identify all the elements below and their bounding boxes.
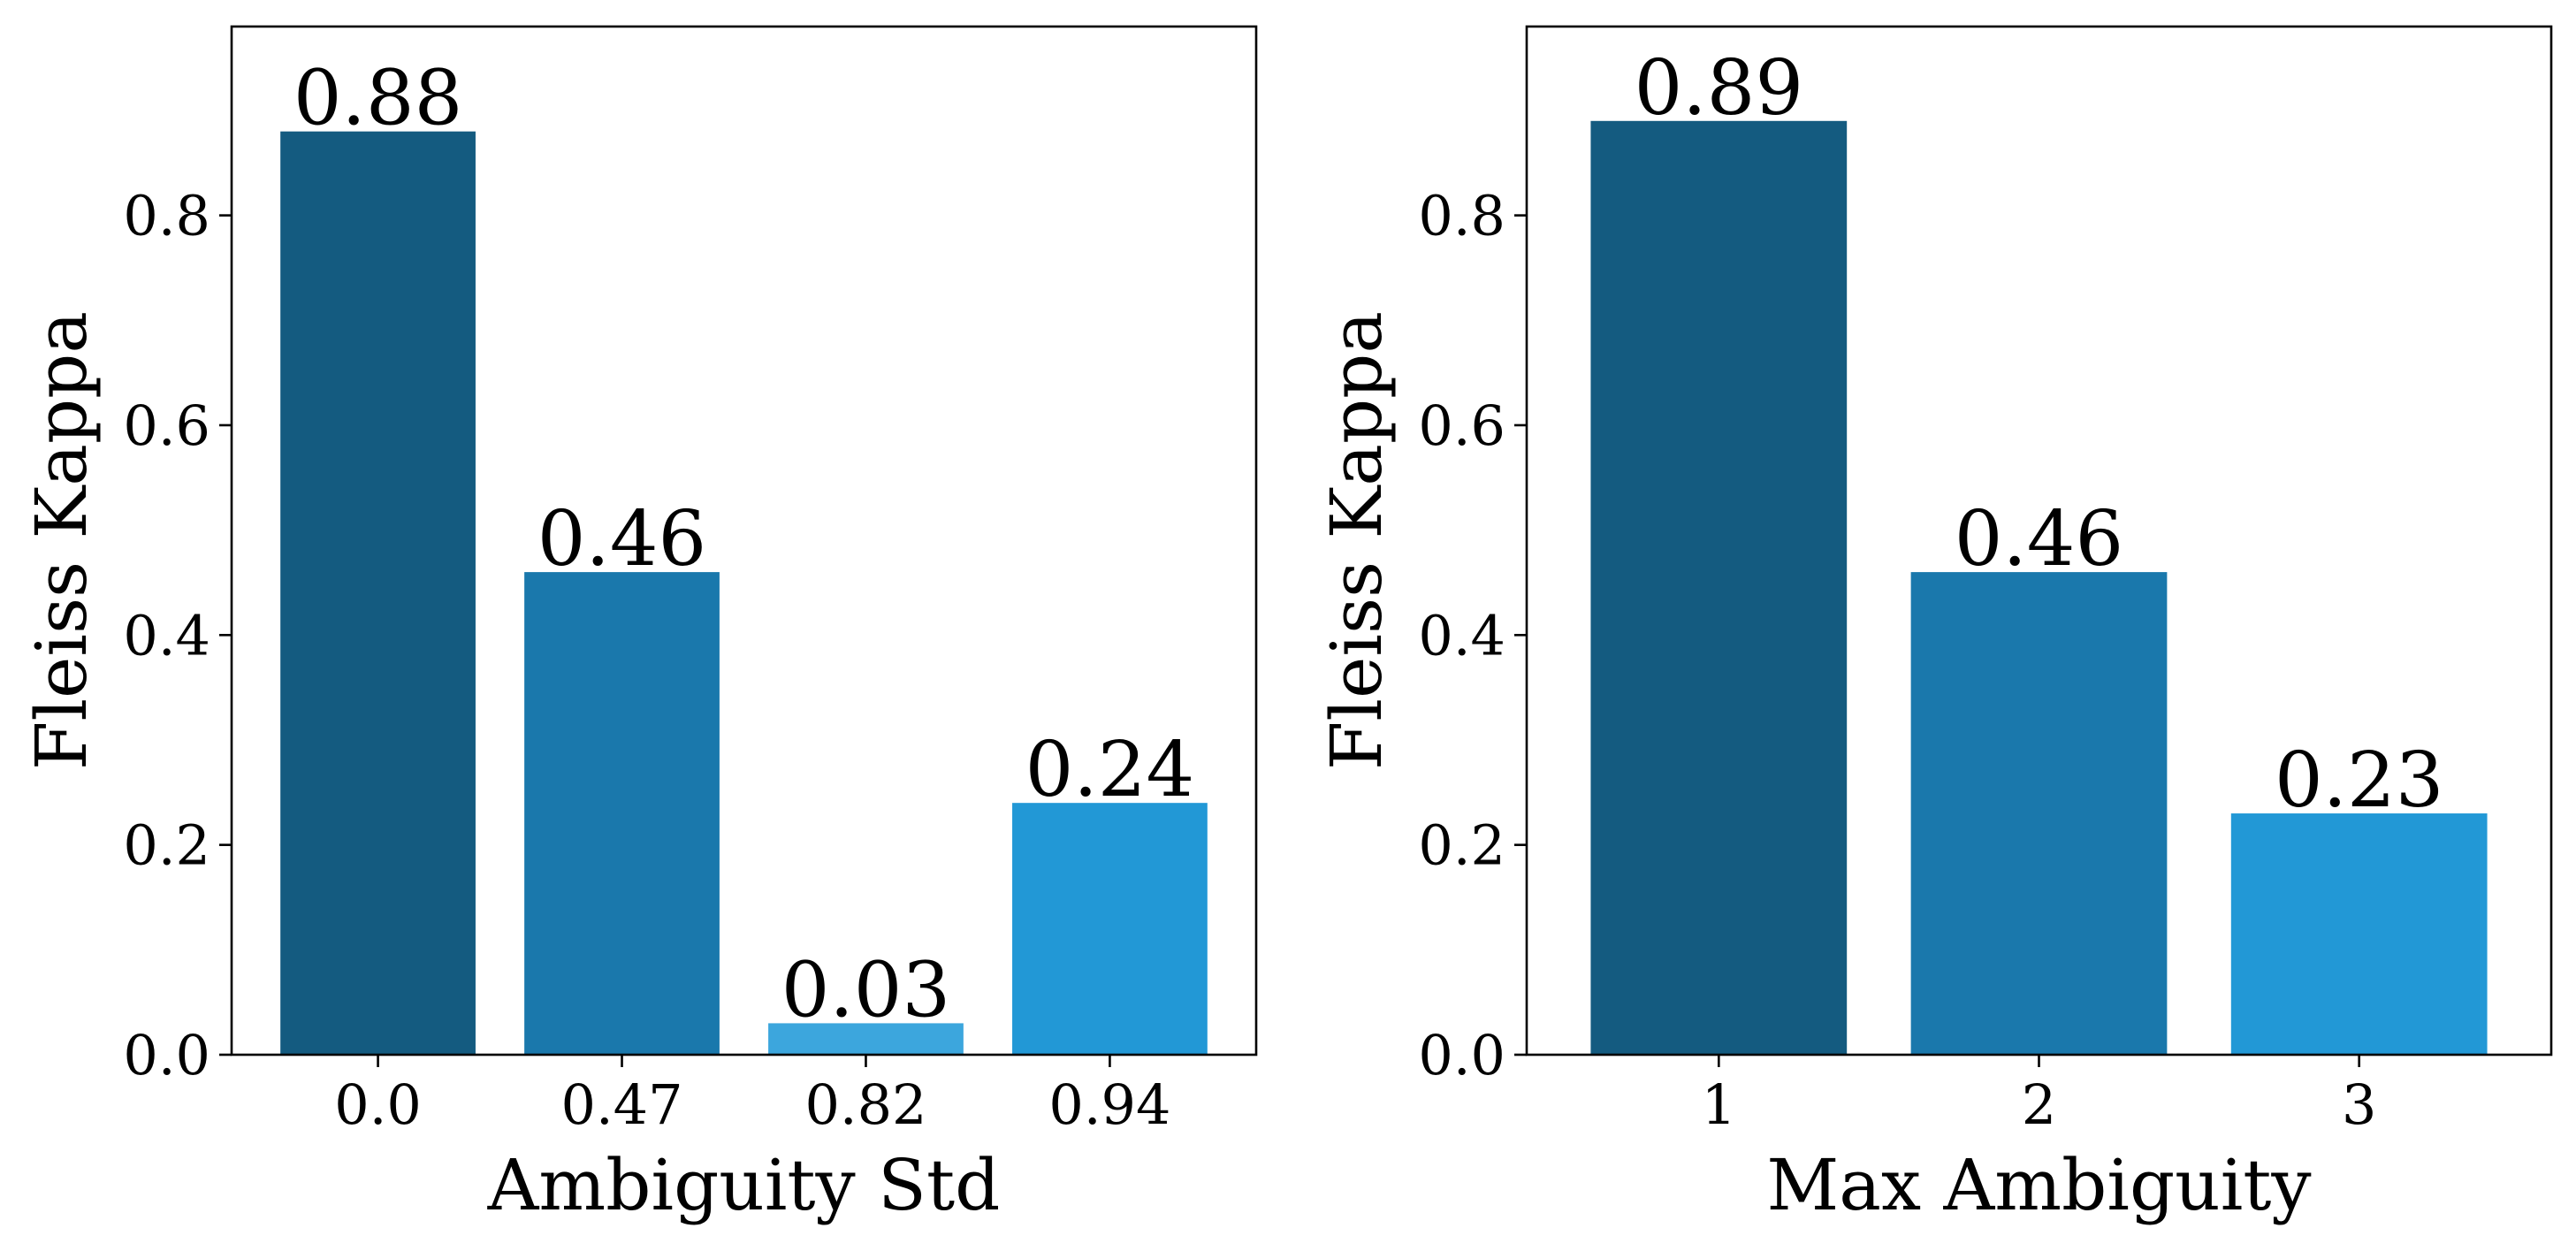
data-label-ambiguity-std-0.0: 0.88	[293, 55, 462, 143]
data-label-max-ambiguity-1: 0.89	[1635, 44, 1803, 133]
x-tick-label-ambiguity-std-3: 0.94	[1048, 1072, 1170, 1137]
y-tick-label-max-ambiguity-1: 0.2	[1418, 813, 1505, 878]
x-tick-label-max-ambiguity-2: 3	[2342, 1072, 2376, 1137]
y-tick-label-max-ambiguity-2: 0.4	[1418, 603, 1505, 667]
y-tick-label-max-ambiguity-4: 0.8	[1418, 184, 1505, 248]
x-axis-label-ambiguity-std: Ambiguity Std	[487, 1144, 1001, 1226]
x-tick-label-ambiguity-std-1: 0.47	[561, 1072, 683, 1137]
bar-ambiguity-std-0.82	[768, 1023, 964, 1055]
y-tick-label-ambiguity-std-4: 0.8	[123, 184, 210, 248]
bar-max-ambiguity-3	[2230, 813, 2488, 1055]
x-tick-label-ambiguity-std-2: 0.82	[804, 1072, 926, 1137]
data-label-ambiguity-std-0.47: 0.46	[537, 495, 706, 584]
y-tick-label-ambiguity-std-1: 0.2	[123, 813, 210, 878]
y-tick-label-max-ambiguity-3: 0.6	[1418, 393, 1505, 458]
x-tick-label-max-ambiguity-1: 2	[2022, 1072, 2056, 1137]
y-tick-label-ambiguity-std-0: 0.0	[123, 1023, 210, 1087]
bar-max-ambiguity-1	[1590, 120, 1848, 1055]
data-label-ambiguity-std-0.94: 0.24	[1025, 726, 1194, 814]
x-axis-label-max-ambiguity: Max Ambiguity	[1766, 1144, 2311, 1226]
chart-ambiguity-std: 0.88 0.46 0.03 0.24 0.0 0.2 0.4 0.6 0.8 0.0 0.47 0.…	[20, 25, 1258, 1226]
y-tick-label-ambiguity-std-2: 0.4	[123, 603, 210, 667]
bar-ambiguity-std-0.94	[1012, 803, 1208, 1055]
data-label-max-ambiguity-3: 0.23	[2275, 736, 2443, 825]
chart-max-ambiguity: 0.89 0.46 0.23 0.0 0.2 0.4 0.6 0.8 1 2 3 Max Ambigu…	[1315, 25, 2553, 1226]
axes-frame-ambiguity-std	[230, 25, 1258, 1056]
y-axis-label-ambiguity-std: Fleiss Kappa	[20, 311, 103, 770]
bar-ambiguity-std-0.47	[524, 572, 720, 1055]
y-tick-label-max-ambiguity-0: 0.0	[1418, 1023, 1505, 1087]
data-label-ambiguity-std-0.82: 0.03	[781, 946, 950, 1034]
data-label-max-ambiguity-2: 0.46	[1955, 495, 2123, 584]
y-tick-label-ambiguity-std-3: 0.6	[123, 393, 210, 458]
x-tick-label-max-ambiguity-0: 1	[1702, 1072, 1736, 1137]
x-tick-label-ambiguity-std-0: 0.0	[334, 1072, 422, 1137]
y-axis-label-max-ambiguity: Fleiss Kappa	[1315, 311, 1398, 770]
bar-max-ambiguity-2	[1910, 572, 2168, 1055]
bar-ambiguity-std-0.0	[280, 131, 476, 1055]
